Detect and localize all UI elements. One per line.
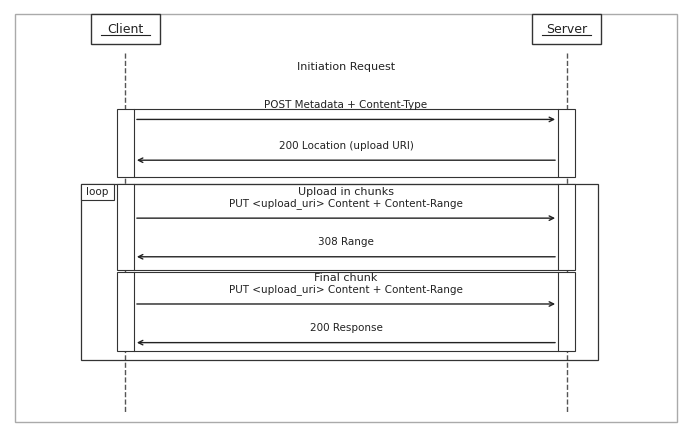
Text: POST Metadata + Content-Type: POST Metadata + Content-Type xyxy=(264,100,428,110)
Text: Server: Server xyxy=(546,23,587,36)
Text: Final chunk: Final chunk xyxy=(314,273,378,283)
Text: PUT <upload_uri> Content + Content-Range: PUT <upload_uri> Content + Content-Range xyxy=(229,198,463,209)
Text: Upload in chunks: Upload in chunks xyxy=(298,187,394,197)
Bar xyxy=(532,14,601,44)
Bar xyxy=(81,184,598,360)
Text: loop: loop xyxy=(86,187,109,197)
Text: PUT <upload_uri> Content + Content-Range: PUT <upload_uri> Content + Content-Range xyxy=(229,284,463,295)
Text: Initiation Request: Initiation Request xyxy=(297,62,395,72)
Bar xyxy=(558,184,575,270)
Bar xyxy=(558,272,575,351)
Text: 308 Range: 308 Range xyxy=(318,237,374,248)
Text: 200 Location (upload URI): 200 Location (upload URI) xyxy=(279,141,413,151)
Text: 200 Response: 200 Response xyxy=(309,323,383,333)
Bar xyxy=(117,272,134,351)
Text: Client: Client xyxy=(107,23,143,36)
Bar xyxy=(81,184,113,200)
Bar xyxy=(117,184,134,270)
Bar xyxy=(91,14,160,44)
Bar xyxy=(117,109,134,178)
Bar xyxy=(558,109,575,178)
